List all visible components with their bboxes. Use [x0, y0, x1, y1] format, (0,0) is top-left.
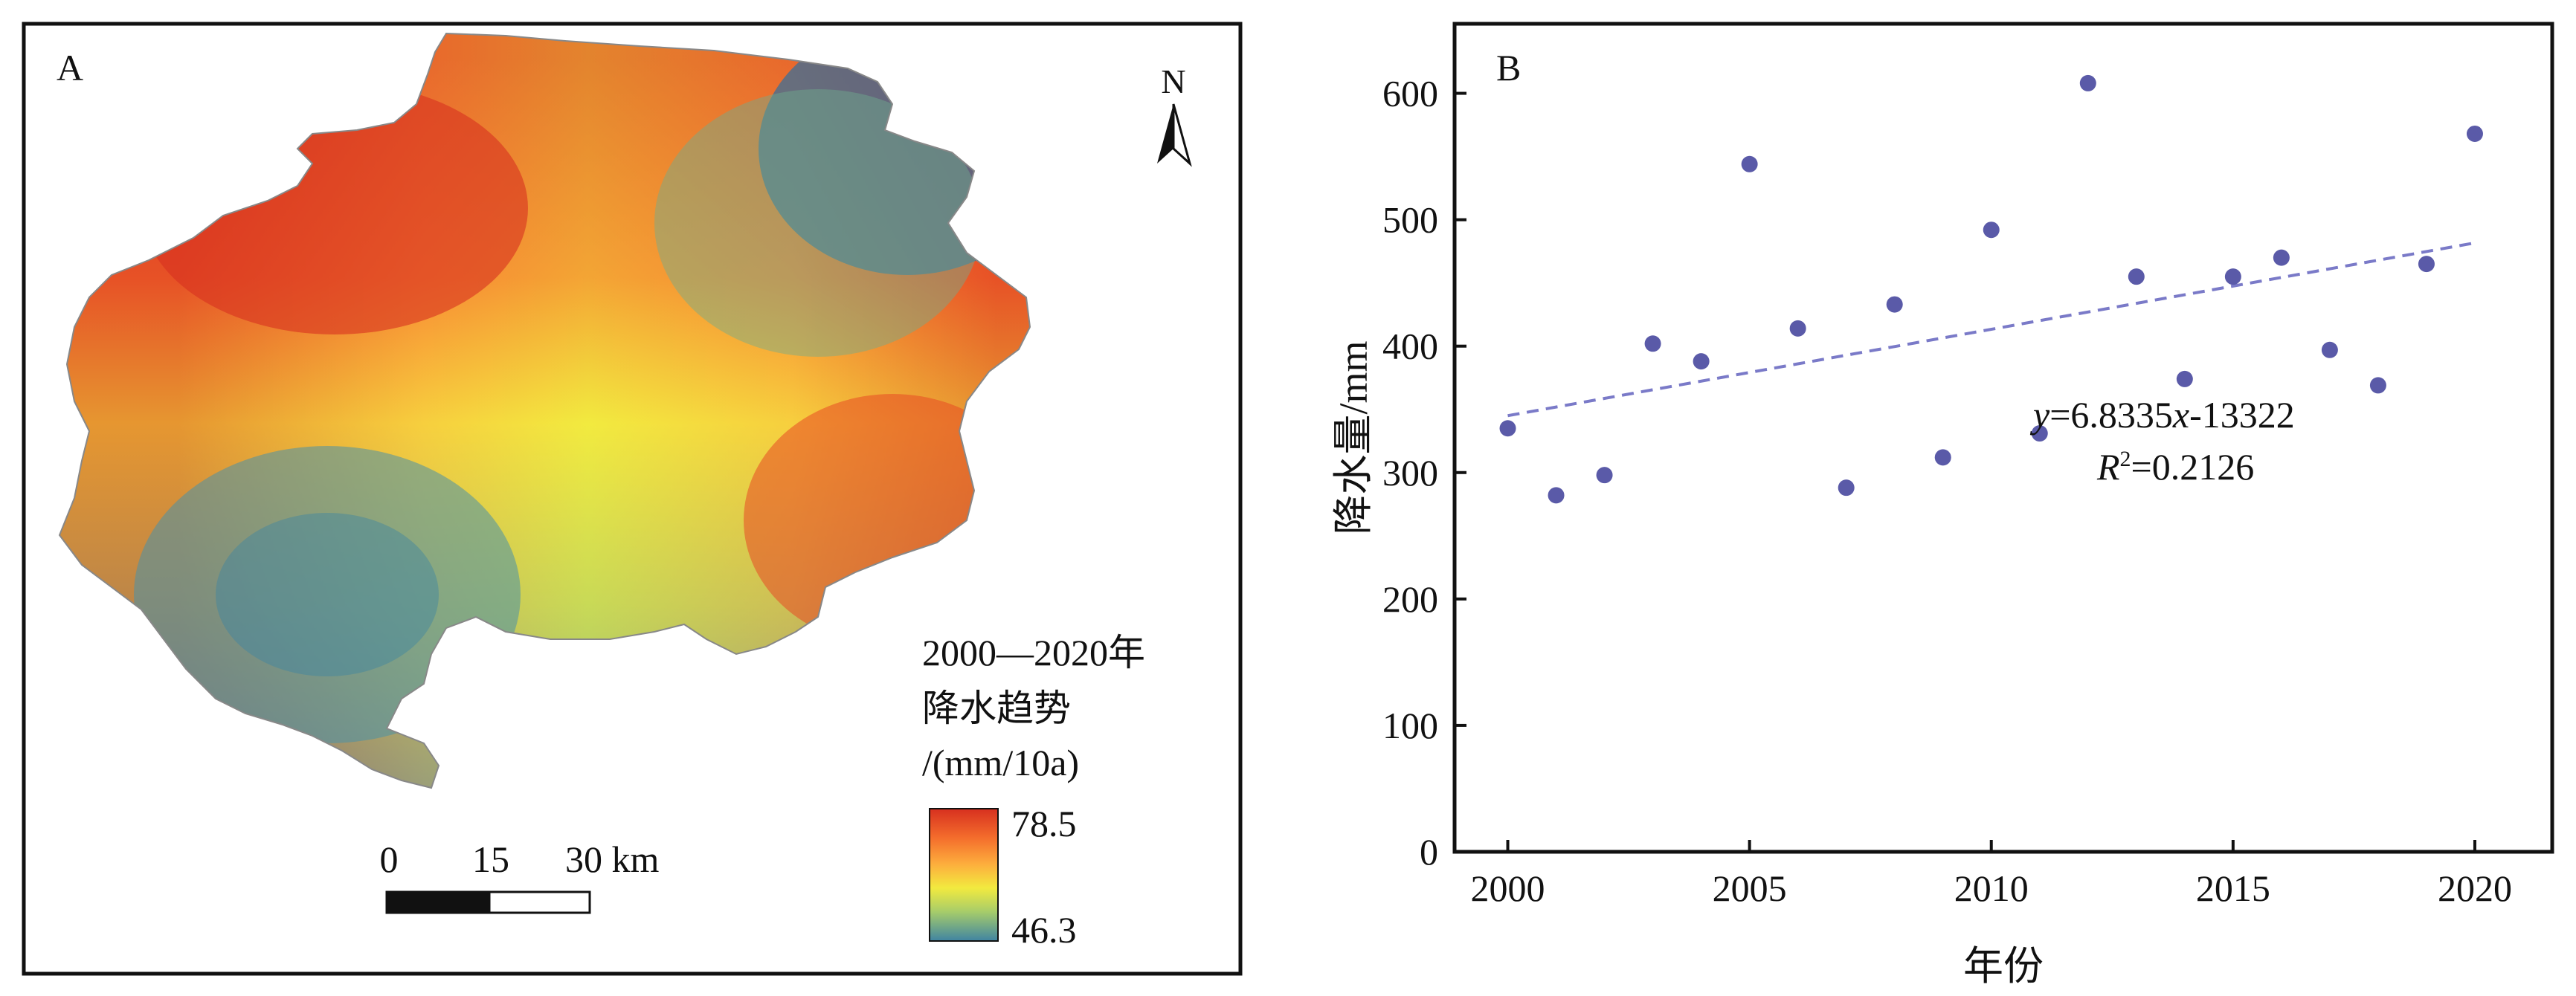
- data-point: [1548, 487, 1565, 504]
- data-point: [1983, 221, 2000, 239]
- data-point: [2418, 256, 2435, 273]
- legend-title-line1: 2000—2020年: [922, 632, 1145, 673]
- scalebar-tick-30: 30 km: [565, 838, 660, 880]
- data-point: [1693, 353, 1710, 370]
- y-tick-label: 100: [1382, 705, 1438, 746]
- north-label: N: [1161, 62, 1185, 100]
- data-point: [2031, 425, 2048, 442]
- scale-bar: 0 15 30 km: [380, 838, 660, 914]
- data-point: [2466, 125, 2483, 142]
- y-tick-label: 400: [1382, 326, 1438, 367]
- data-point: [2224, 268, 2241, 285]
- data-point: [1934, 449, 1951, 466]
- trendline: [1507, 241, 2476, 418]
- north-arrow-icon: N: [1157, 62, 1192, 167]
- data-point: [2321, 341, 2338, 358]
- data-point: [2176, 370, 2193, 387]
- scatter-chart: 2000 2005 2010 2015 20200100200300400500600 …: [1331, 22, 2554, 989]
- y-tick-label: 600: [1382, 73, 1438, 114]
- x-tick-label: 2000: [1471, 867, 1545, 909]
- data-point: [1596, 467, 1613, 484]
- panel-label-b: B: [1496, 47, 1521, 88]
- legend-min-label: 46.3: [1011, 909, 1077, 951]
- map-svg: A N 2000—2020年 降水趋势 /(mm/10a) 78.5 46.3 …: [22, 22, 1243, 976]
- trendline-path: [1507, 241, 2476, 418]
- y-tick-label: 200: [1382, 578, 1438, 620]
- x-tick-label: 2005: [1713, 867, 1787, 909]
- y-tick-label: 500: [1382, 199, 1438, 241]
- y-tick-label: 300: [1382, 452, 1438, 494]
- legend-title-line2: 降水趋势: [922, 688, 1071, 729]
- plot-frame: [1452, 22, 2554, 854]
- data-point: [2369, 377, 2386, 394]
- scalebar-tick-0: 0: [380, 838, 399, 880]
- map-panel: A N 2000—2020年 降水趋势 /(mm/10a) 78.5 46.3 …: [0, 0, 1264, 996]
- axis-ticks: 2000 2005 2010 2015 2020 0 100 200 300 400 500 600: [1382, 73, 2512, 909]
- data-point: [1499, 420, 1516, 437]
- scatter-chart-panel: 2000 2005 2010 2015 2020 0 100 200 300 400 500 600 …: [1264, 0, 2576, 996]
- data-point: [1741, 155, 1758, 172]
- y-tick-label: 0: [1420, 831, 1438, 873]
- scalebar-tick-15: 15: [472, 838, 509, 880]
- regression-r2: R2=0.2126: [2096, 446, 2254, 488]
- y-axis-label: 降水量/mm: [1331, 340, 1376, 534]
- panel-label-a: A: [57, 47, 83, 88]
- data-point: [1886, 296, 1903, 313]
- data-point: [2128, 268, 2145, 285]
- data-points: [1499, 74, 2483, 504]
- regression-equation: y=6.8335x-13322: [2029, 394, 2295, 436]
- legend-colorbar: [929, 808, 999, 942]
- legend-max-label: 78.5: [1011, 803, 1077, 844]
- x-tick-label: 2010: [1954, 867, 2029, 909]
- data-point: [2273, 249, 2290, 266]
- color-legend: 2000—2020年 降水趋势 /(mm/10a) 78.5 46.3: [922, 632, 1145, 951]
- data-point: [1838, 479, 1855, 497]
- data-point: [1789, 320, 1806, 337]
- data-point: [1644, 335, 1661, 352]
- x-axis-label: 年份: [1963, 944, 2044, 989]
- data-point: [2079, 74, 2096, 91]
- legend-title-line3: /(mm/10a): [922, 742, 1079, 783]
- x-tick-label: 2015: [2196, 867, 2270, 909]
- x-tick-label: 2020: [2438, 867, 2512, 909]
